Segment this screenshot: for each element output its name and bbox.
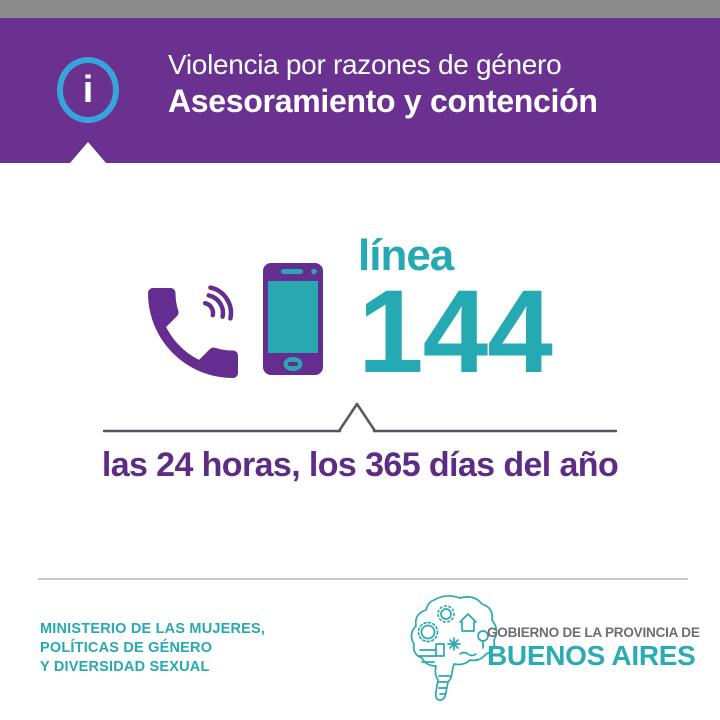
footer-divider (38, 578, 688, 580)
hotline-number: 144 (358, 266, 553, 398)
government-logo-text: GOBIERNO DE LA PROVINCIA DE BUENOS AIRES (487, 624, 700, 671)
banner-title: Asesoramiento y contención (168, 83, 598, 119)
phone-graphic (148, 263, 323, 378)
banner-notch (70, 142, 106, 163)
buenos-aires-map-illustration (410, 595, 498, 701)
ministry-block: MINISTERIO DE LAS MUJERES, POLÍTICAS DE … (40, 620, 265, 677)
top-strip (0, 0, 720, 18)
info-icon-glyph: i (82, 69, 94, 111)
info-icon: i (57, 57, 119, 123)
divider-caret (103, 402, 617, 433)
banner-text: Violencia por razones de género Asesoram… (168, 48, 598, 120)
smartphone-icon (263, 263, 323, 375)
banner-subtitle: Violencia por razones de género (168, 49, 562, 80)
hotline-label: línea (358, 231, 454, 280)
caret-up-icon (337, 402, 377, 433)
ministry-line-2: POLÍTICAS DE GÉNERO (40, 640, 213, 656)
government-line-1: GOBIERNO DE LA PROVINCIA DE (487, 625, 700, 640)
ministry-line-3: Y DIVERSIDAD SEXUAL (40, 659, 210, 675)
government-line-2: BUENOS AIRES (487, 640, 696, 671)
ministry-line-1: MINISTERIO DE LAS MUJERES, (40, 621, 266, 637)
header-banner: i Violencia por razones de género Asesor… (0, 18, 720, 163)
sound-waves-icon (202, 285, 234, 321)
availability-text: las 24 horas, los 365 días del año (101, 446, 619, 484)
hotline-block: línea 144 (358, 231, 553, 398)
phone-handset-icon (148, 288, 238, 378)
